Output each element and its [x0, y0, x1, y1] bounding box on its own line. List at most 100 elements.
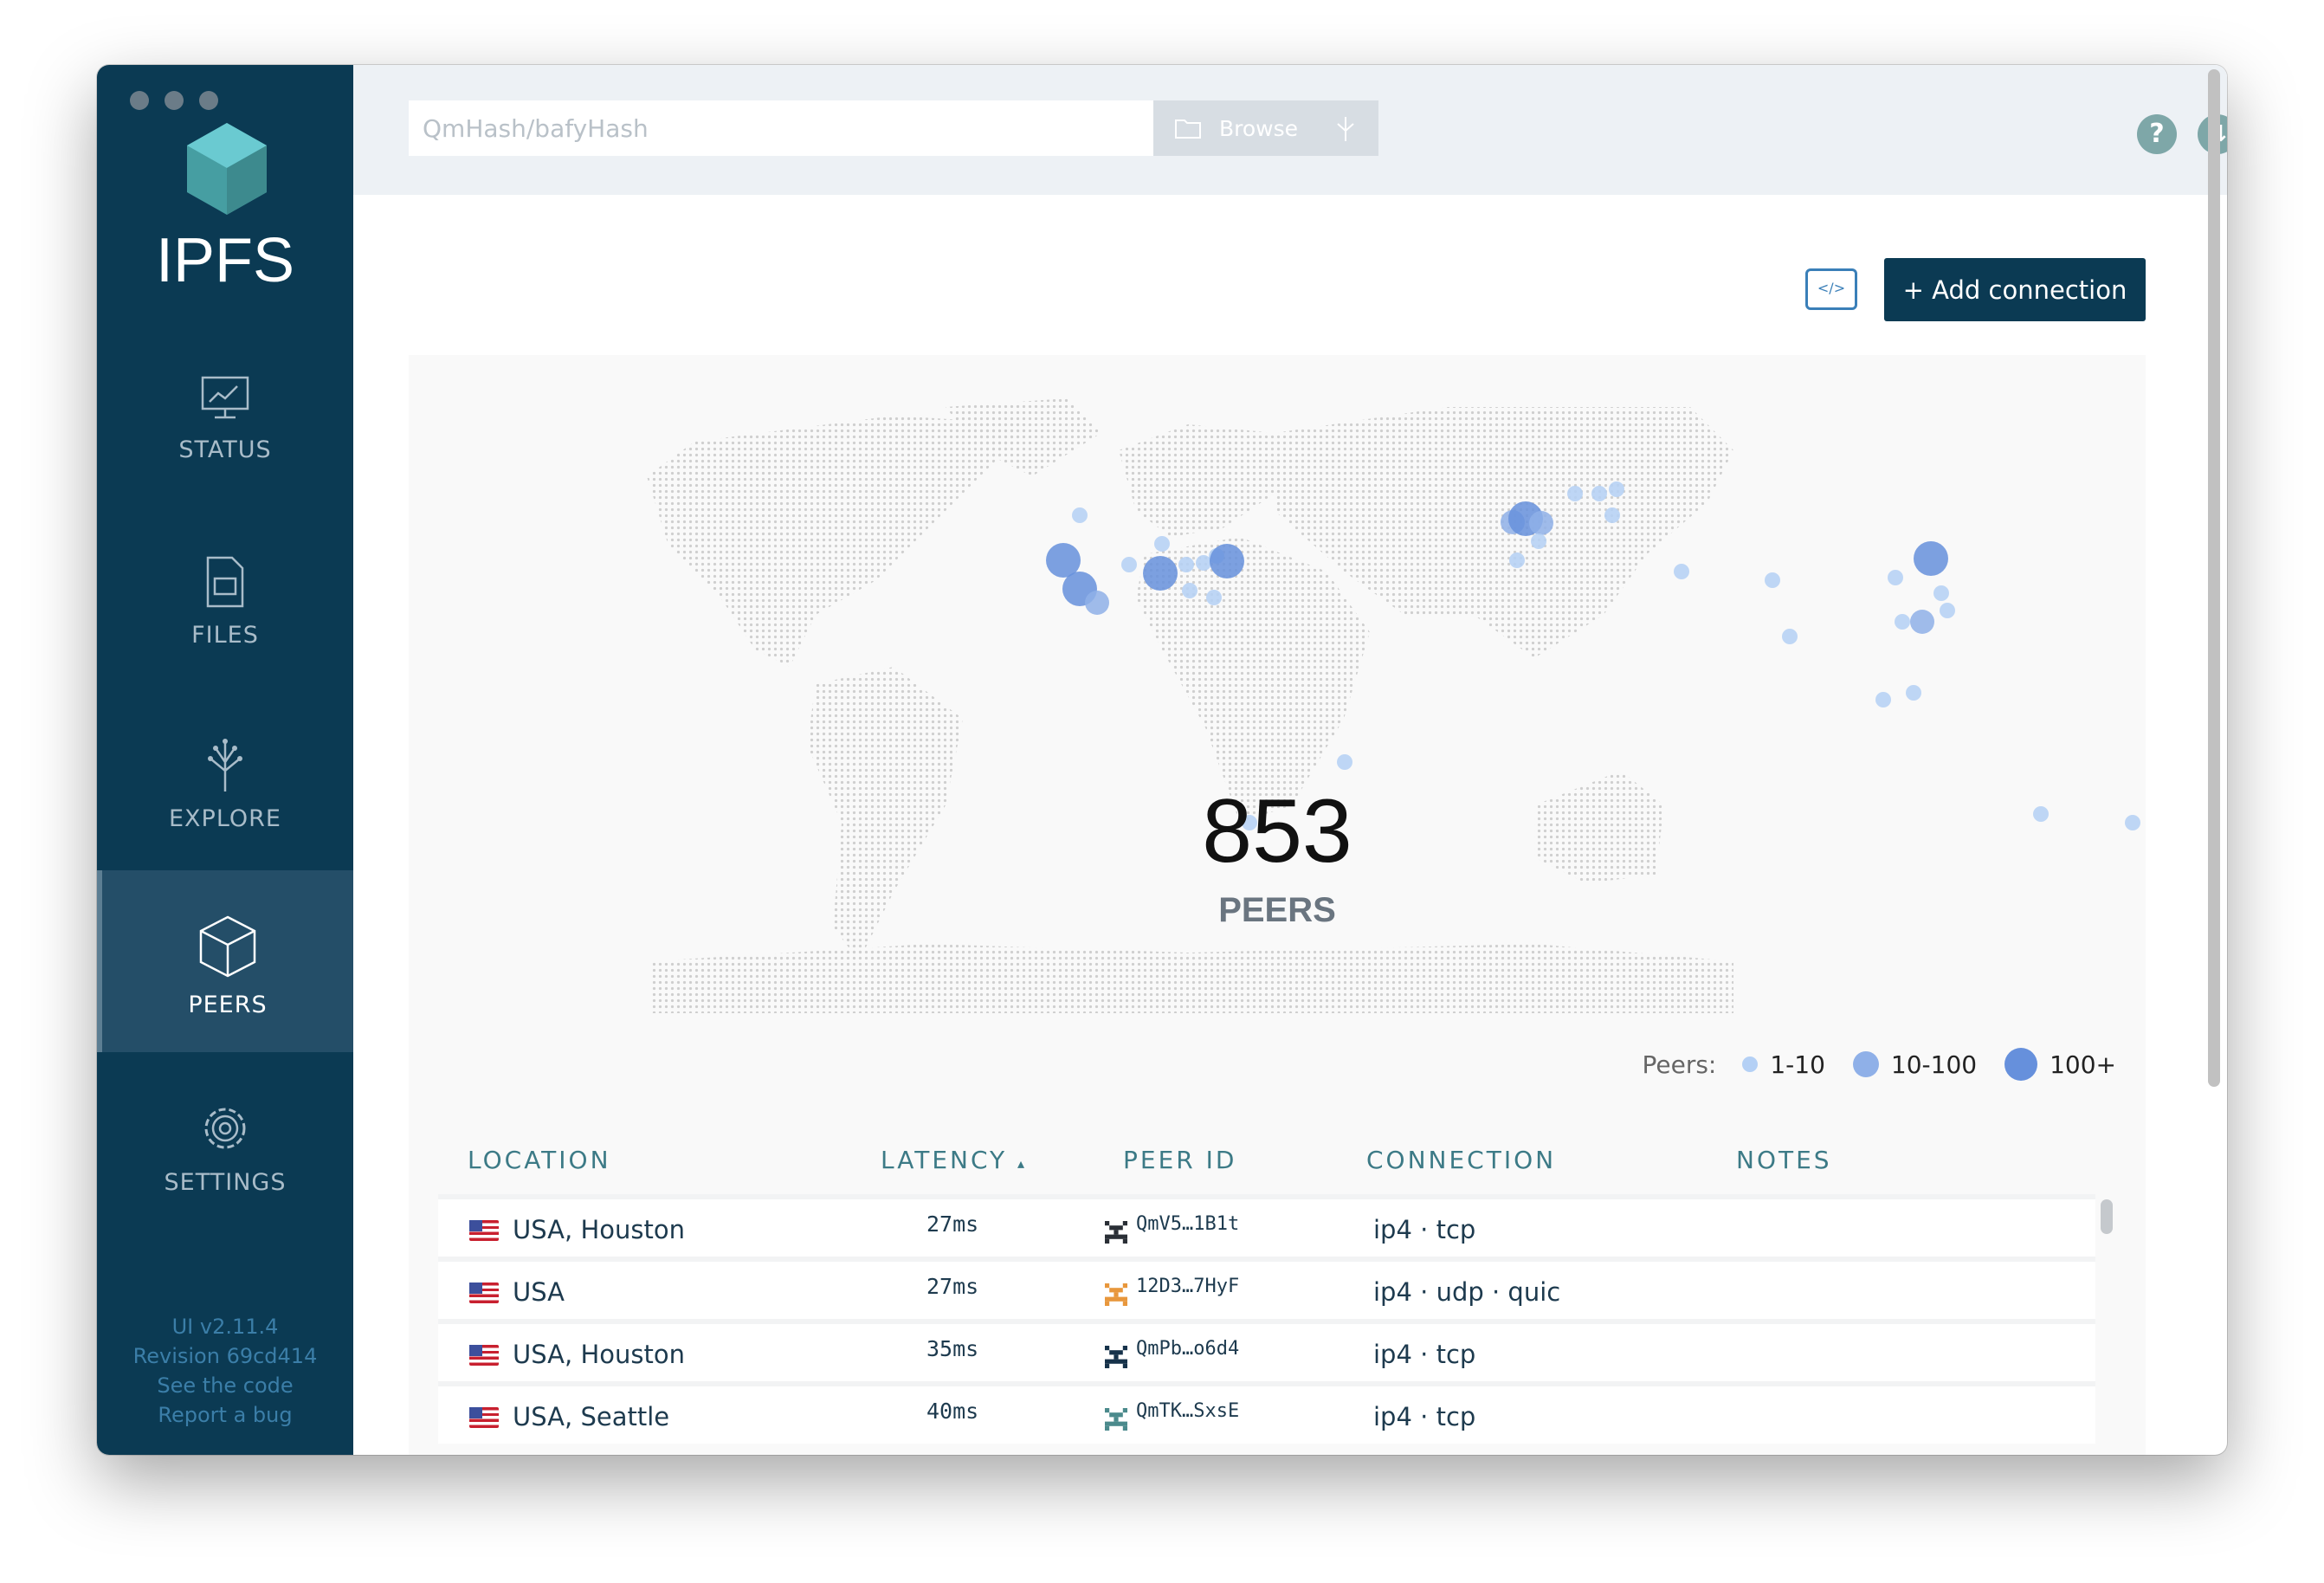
- window-zoom-button[interactable]: [199, 91, 218, 110]
- sidebar-item-label: SETTINGS: [164, 1169, 287, 1196]
- peer-id-cell[interactable]: QmTK…SxsE: [1136, 1400, 1240, 1422]
- table-scrollbar[interactable]: [2101, 1199, 2113, 1234]
- table-row[interactable]: USA, Seattle 40ms QmTK…SxsE ip4 · tcp: [438, 1381, 2095, 1444]
- peers-cube-icon: [199, 915, 256, 978]
- column-header-latency[interactable]: LATENCY ▴: [881, 1145, 1027, 1179]
- peer-location-bubble: [1085, 591, 1109, 615]
- peer-location-bubble: [1940, 603, 1955, 618]
- africa: [1136, 537, 1370, 823]
- location-cell: USA, Seattle: [513, 1402, 670, 1431]
- see-code-link[interactable]: See the code: [157, 1373, 294, 1398]
- column-header-connection[interactable]: CONNECTION: [1366, 1146, 1557, 1174]
- continents: [647, 398, 1733, 1013]
- sidebar-item-settings[interactable]: SETTINGS: [97, 1100, 353, 1282]
- peer-id-cell[interactable]: QmPb…o6d4: [1136, 1338, 1240, 1360]
- sidebar-item-label: PEERS: [188, 992, 268, 1018]
- peer-identicon-icon: [1105, 1283, 1127, 1306]
- peer-identicon-icon: [1105, 1221, 1127, 1244]
- peer-location-bubble: [1072, 507, 1088, 523]
- legend-dot-large: [2004, 1048, 2038, 1081]
- latency-cell: 40ms: [926, 1399, 979, 1424]
- brand-name: IPFS: [155, 226, 295, 295]
- world-map: [647, 398, 2140, 1013]
- sidebar-item-label: FILES: [191, 622, 259, 649]
- explore-tree-icon: [208, 739, 242, 792]
- peer-location-bubble: [1182, 583, 1198, 598]
- folder-icon: [1175, 120, 1201, 139]
- legend-item: 100+: [2050, 1050, 2116, 1079]
- peer-id-cell[interactable]: QmV5…1B1t: [1136, 1213, 1240, 1235]
- peer-location-bubble: [1906, 685, 1921, 701]
- peer-location-bubble: [1674, 564, 1689, 579]
- map-legend: Peers: 1-10 10-100 100+: [1642, 1048, 2116, 1081]
- peer-location-bubble: [1121, 557, 1137, 572]
- peer-location-bubble: [1591, 486, 1607, 501]
- sidebar-item-explore[interactable]: EXPLORE: [97, 736, 353, 918]
- version-text: UI v2.11.4: [171, 1315, 279, 1339]
- south-america: [807, 667, 963, 961]
- peer-location-bubble: [1888, 570, 1903, 585]
- files-document-icon: [206, 556, 244, 608]
- peer-location-bubble: [1914, 541, 1948, 576]
- antarctica: [651, 944, 1733, 1013]
- window-minimize-button[interactable]: [165, 91, 184, 110]
- sidebar-item-label: STATUS: [178, 436, 272, 463]
- report-bug-link[interactable]: Report a bug: [158, 1403, 293, 1427]
- legend-dot-medium: [1852, 1051, 1879, 1077]
- peer-location-bubble: [1143, 556, 1178, 591]
- peer-location-bubble: [1604, 507, 1620, 523]
- sidebar-footer: UI v2.11.4 Revision 69cd414 See the code…: [97, 1312, 353, 1430]
- peer-location-bubble: [2125, 815, 2140, 830]
- search-input[interactable]: [409, 100, 1153, 156]
- australia: [1534, 771, 1664, 883]
- table-row[interactable]: USA 27ms 12D3…7HyF ip4 · udp · quic: [438, 1257, 2095, 1319]
- peer-location-bubble: [1178, 557, 1194, 572]
- peer-location-bubble: [1531, 533, 1546, 549]
- us-flag-icon: [469, 1345, 499, 1366]
- sidebar-item-files[interactable]: FILES: [97, 554, 353, 736]
- peer-count-label: PEERS: [1218, 891, 1336, 929]
- us-flag-icon: [469, 1407, 499, 1428]
- peer-location-bubble: [1609, 481, 1624, 497]
- peer-location-bubble: [1210, 544, 1244, 578]
- app-window: IPFS STATUS FILES EXPLORE PEERS SETTINGS…: [97, 65, 2227, 1455]
- latency-label: LATENCY: [881, 1146, 1008, 1174]
- help-button[interactable]: ?: [2137, 114, 2177, 154]
- legend-item: 1-10: [1770, 1050, 1825, 1079]
- peer-location-bubble: [1154, 536, 1170, 552]
- legend-item: 10-100: [1890, 1050, 1978, 1079]
- location-cell: USA, Houston: [513, 1340, 685, 1369]
- sidebar-item-peers[interactable]: PEERS: [97, 870, 353, 1052]
- peer-id-cell[interactable]: 12D3…7HyF: [1136, 1276, 1240, 1297]
- column-header-location[interactable]: LOCATION: [468, 1146, 611, 1174]
- peer-identicon-icon: [1105, 1408, 1127, 1431]
- settings-gear-icon: [204, 1108, 246, 1149]
- top-bar: Browse ? ⇅: [353, 65, 2227, 195]
- ipfs-logo-icon: [187, 123, 267, 215]
- peer-location-bubble: [1567, 486, 1583, 501]
- column-header-peer-id[interactable]: PEER ID: [1123, 1146, 1237, 1174]
- peers-table: USA, Houston 27ms QmV5…1B1t ip4 · tcp US…: [438, 1194, 2095, 1444]
- browse-button[interactable]: Browse: [1153, 100, 1378, 156]
- legend-dot-small: [1742, 1056, 1759, 1072]
- window-scrollbar[interactable]: [2208, 69, 2220, 1087]
- peer-location-bubble: [1933, 585, 1949, 601]
- status-monitor-icon: [201, 376, 249, 419]
- peer-location-bubble: [1765, 572, 1780, 588]
- browse-label: Browse: [1219, 115, 1299, 141]
- window-close-button[interactable]: [130, 91, 149, 110]
- code-view-button[interactable]: </>: [1805, 268, 1857, 310]
- peer-location-bubble: [1782, 629, 1798, 644]
- peer-location-bubble: [1206, 590, 1222, 605]
- latency-cell: 27ms: [926, 1274, 979, 1299]
- table-row[interactable]: USA, Houston 35ms QmPb…o6d4 ip4 · tcp: [438, 1319, 2095, 1381]
- us-flag-icon: [469, 1283, 499, 1303]
- revision-link[interactable]: Revision 69cd414: [132, 1344, 318, 1368]
- latency-cell: 27ms: [926, 1211, 979, 1237]
- add-connection-button[interactable]: + Add connection: [1884, 258, 2146, 321]
- explore-tree-icon: [1337, 117, 1354, 141]
- sidebar-item-status[interactable]: STATUS: [97, 372, 353, 554]
- column-header-notes[interactable]: NOTES: [1736, 1146, 1832, 1174]
- table-row[interactable]: USA, Houston 27ms QmV5…1B1t ip4 · tcp: [438, 1194, 2095, 1257]
- sidebar: IPFS STATUS FILES EXPLORE PEERS SETTINGS…: [97, 65, 353, 1455]
